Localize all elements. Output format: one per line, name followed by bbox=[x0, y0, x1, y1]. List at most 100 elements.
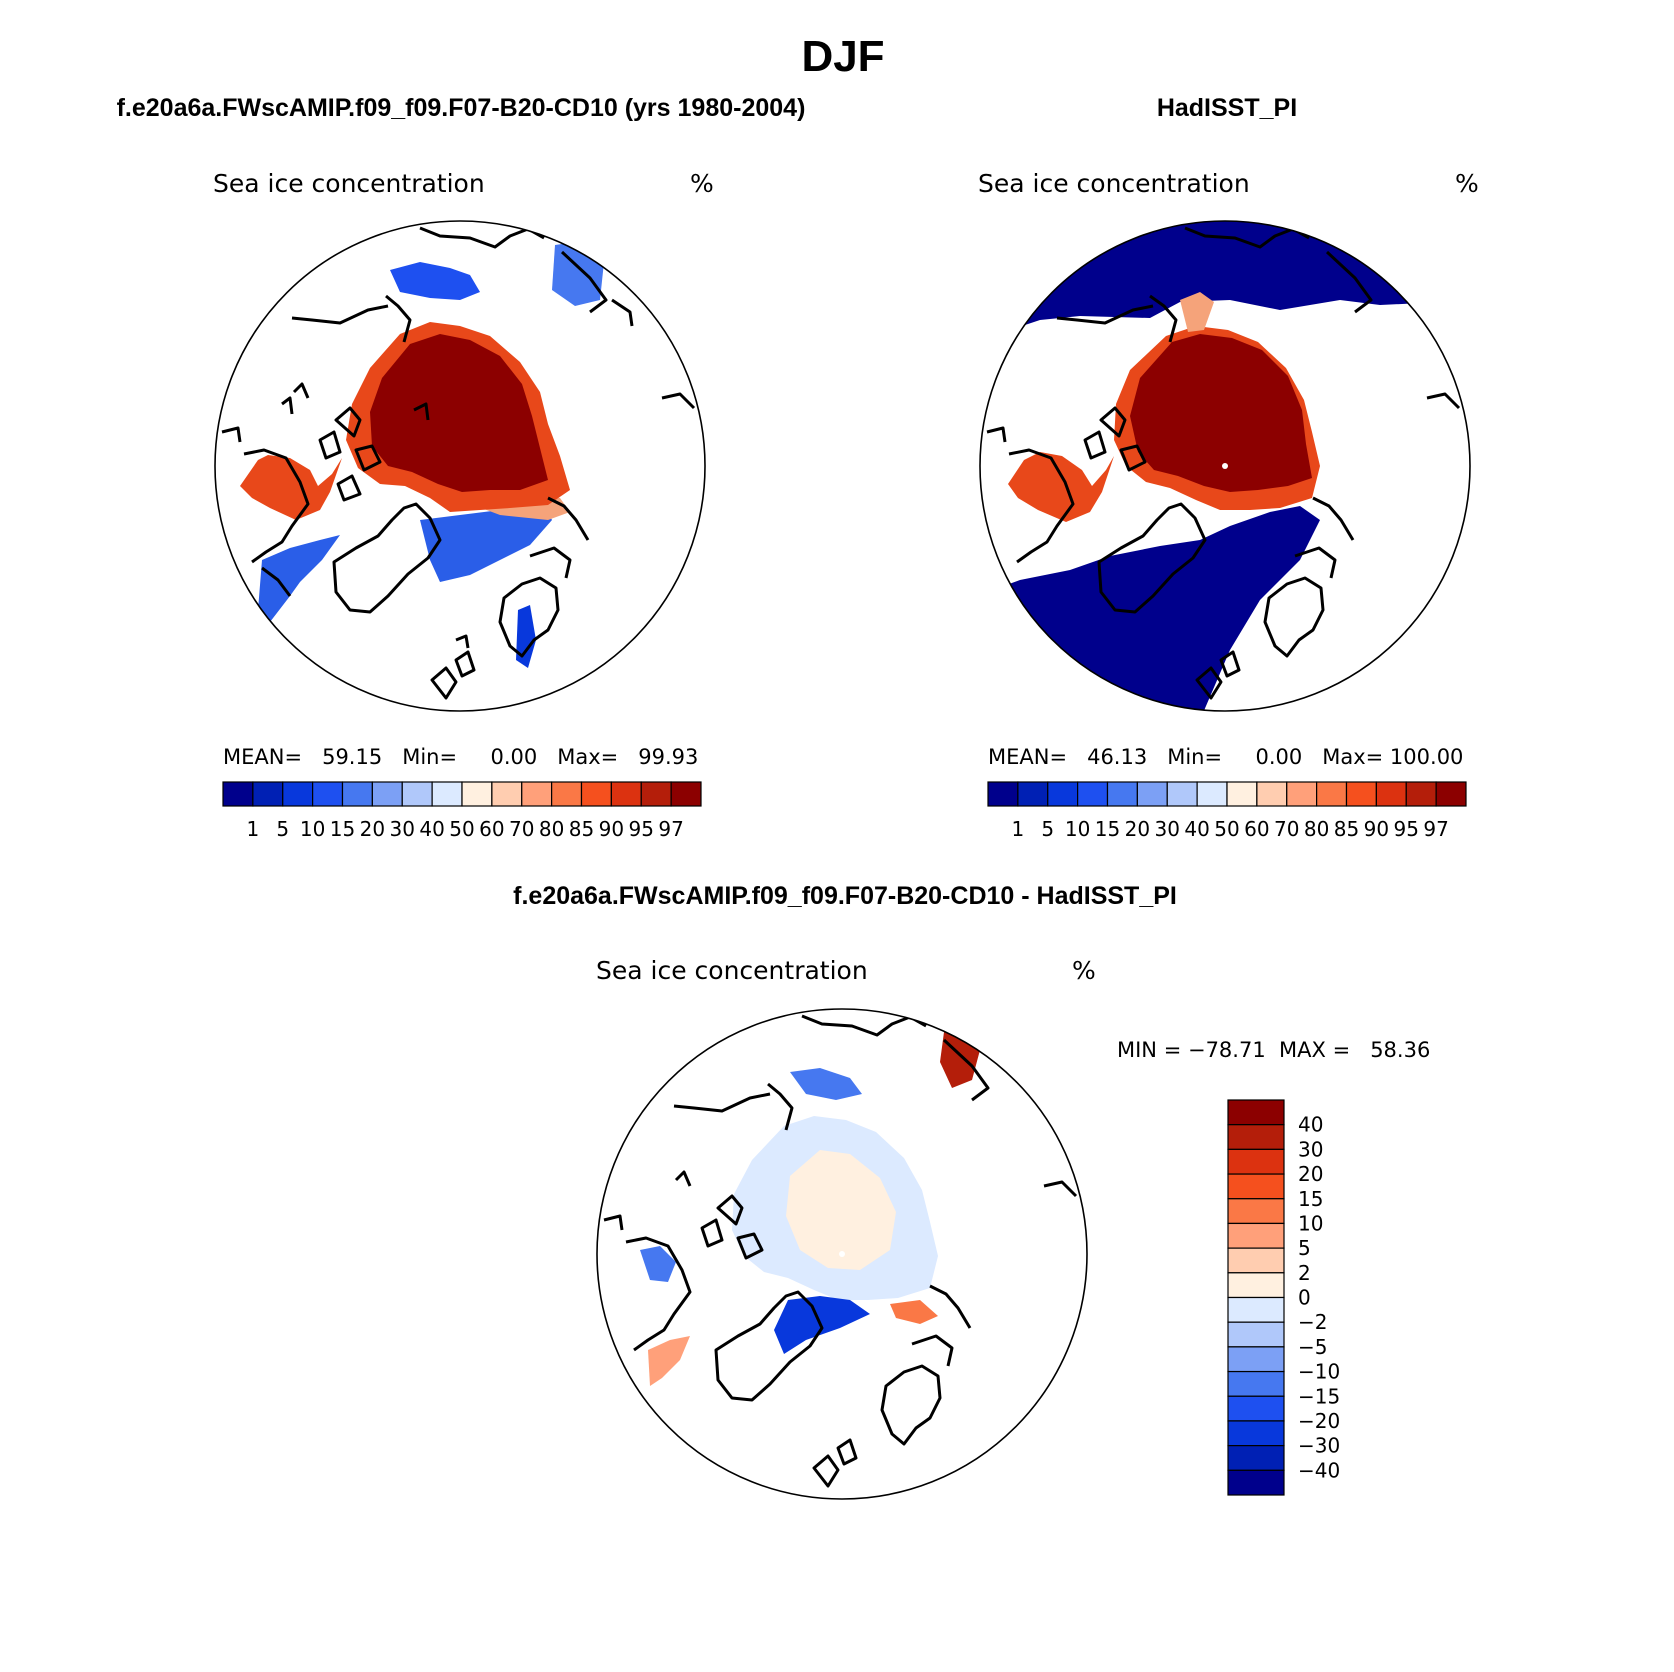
panel-b-colorbar-label: 85 bbox=[1334, 817, 1359, 841]
panel-b-colorbar-box bbox=[1136, 781, 1168, 807]
panel-c-colorbar-label: −15 bbox=[1298, 1384, 1340, 1408]
panel-c-colorbar-box bbox=[1227, 1222, 1285, 1249]
panel-b-colorbar-box bbox=[1405, 781, 1437, 807]
panel-c-colorbar-label: 10 bbox=[1298, 1211, 1323, 1235]
panel-a-colorbar-box bbox=[521, 781, 553, 807]
panel-a-colorbar-box bbox=[282, 781, 314, 807]
panel-a-colorbar-label: 15 bbox=[330, 817, 355, 841]
panel-c-colorbar-box bbox=[1227, 1148, 1285, 1175]
panel-b-map-boundary bbox=[979, 220, 1471, 712]
panel-b-colorbar-box bbox=[987, 781, 1019, 807]
panel-c-colorbar-label: −5 bbox=[1298, 1335, 1327, 1359]
panel-a-colorbar-box bbox=[491, 781, 523, 807]
panel-a-baltic-ice bbox=[516, 605, 536, 668]
panel-c-colorbar-box bbox=[1227, 1124, 1285, 1150]
panel-c-polar-map bbox=[596, 1008, 1088, 1500]
panel-a-colorbar-label: 97 bbox=[658, 817, 683, 841]
panel-c-central-positive bbox=[786, 1150, 896, 1270]
panel-c-colorbar-label: −40 bbox=[1298, 1458, 1340, 1482]
panel-b-colorbar-label: 5 bbox=[1041, 817, 1054, 841]
panel-b-colorbar-box bbox=[1017, 781, 1049, 807]
panel-a-colorbar-label: 60 bbox=[479, 817, 504, 841]
panel-c-colorbar-box bbox=[1227, 1420, 1285, 1447]
panel-b-colorbar-label: 40 bbox=[1184, 817, 1209, 841]
panel-b-variable: Sea ice concentration bbox=[978, 169, 1250, 198]
panel-b-colorbar-label: 50 bbox=[1214, 817, 1239, 841]
panel-b-units: % bbox=[1455, 169, 1479, 198]
panel-c-barents-positive bbox=[890, 1300, 938, 1324]
panel-c-colorbar-label: 30 bbox=[1298, 1137, 1323, 1161]
panel-a-colorbar-box bbox=[222, 781, 254, 807]
panel-a-colorbar-box bbox=[341, 781, 373, 807]
panel-b-header: HadISST_PI bbox=[1157, 94, 1297, 122]
panel-b-pack-core bbox=[1130, 334, 1312, 492]
panel-a-colorbar-label: 40 bbox=[419, 817, 444, 841]
panel-b-colorbar-label: 30 bbox=[1155, 817, 1180, 841]
panel-b-colorbar-label: 60 bbox=[1244, 817, 1269, 841]
panel-b-colorbar-label: 20 bbox=[1125, 817, 1150, 841]
panel-b-stats: MEAN= 46.13 Min= 0.00 Max= 100.00 bbox=[988, 745, 1463, 769]
panel-a-stats: MEAN= 59.15 Min= 0.00 Max= 99.93 bbox=[223, 745, 698, 769]
panel-c-colorbar-label: −20 bbox=[1298, 1409, 1340, 1433]
panel-a-colorbar-box bbox=[431, 781, 463, 807]
panel-a-colorbar-label: 85 bbox=[569, 817, 594, 841]
panel-c-units: % bbox=[1072, 956, 1096, 985]
panel-a-colorbar-label: 1 bbox=[247, 817, 260, 841]
panel-c-baffin-negative bbox=[640, 1246, 676, 1282]
panel-c-colorbar-box bbox=[1227, 1370, 1285, 1397]
panel-c-colorbar-box bbox=[1227, 1247, 1285, 1274]
panel-b-colorbar-box bbox=[1316, 781, 1348, 807]
panel-c-colorbar-label: 15 bbox=[1298, 1187, 1323, 1211]
panel-c-colorbar-box bbox=[1227, 1469, 1285, 1496]
panel-a-map-boundary bbox=[214, 220, 706, 712]
panel-a-labrador-ice bbox=[258, 535, 340, 622]
panel-a-baffin-ice bbox=[240, 455, 342, 520]
panel-b-colorbar-box bbox=[1286, 781, 1318, 807]
panel-b-colorbar-label: 95 bbox=[1394, 817, 1419, 841]
panel-a-pack-core bbox=[370, 334, 548, 492]
panel-c-colorbar-box bbox=[1227, 1198, 1285, 1225]
figure-title: DJF bbox=[801, 32, 884, 81]
panel-a-colorbar: 1 5 10 15 20 30 40 50 60 70 80 85 90 95 97 bbox=[222, 781, 702, 841]
panel-c-colorbar-label: 40 bbox=[1298, 1113, 1323, 1137]
panel-b-colorbar-box bbox=[1345, 781, 1377, 807]
panel-c-colorbar-box bbox=[1227, 1272, 1285, 1299]
panel-a-colorbar-box bbox=[640, 781, 672, 807]
panel-c-map-boundary bbox=[596, 1008, 1088, 1500]
panel-a-colorbar-label: 80 bbox=[539, 817, 564, 841]
panel-a-colorbar-label: 70 bbox=[509, 817, 534, 841]
panel-a-colorbar-box bbox=[670, 781, 702, 807]
panel-c-header: f.e20a6a.FWscAMIP.f09_f09.F07-B20-CD10 -… bbox=[513, 882, 1177, 910]
panel-b-colorbar-box bbox=[1375, 781, 1407, 807]
panel-a-colorbar-label: 20 bbox=[360, 817, 385, 841]
panel-a-colorbar-box bbox=[610, 781, 642, 807]
panel-c-stats: MIN = −78.71 MAX = 58.36 bbox=[1117, 1038, 1430, 1062]
panel-a-colorbar-box bbox=[551, 781, 583, 807]
panel-a-colorbar-label: 10 bbox=[300, 817, 325, 841]
panel-a-colorbar-box bbox=[401, 781, 433, 807]
panel-a-colorbar-box bbox=[312, 781, 344, 807]
panel-a-header: f.e20a6a.FWscAMIP.f09_f09.F07-B20-CD10 (… bbox=[117, 94, 806, 122]
panel-c-colorbar-box bbox=[1227, 1321, 1285, 1348]
panel-c-variable: Sea ice concentration bbox=[596, 956, 868, 985]
panel-c-labrador-positive bbox=[648, 1336, 690, 1386]
panel-c-colorbar-label: −2 bbox=[1298, 1310, 1327, 1334]
panel-b-colorbar-box bbox=[1166, 781, 1198, 807]
panel-a-colorbar-box bbox=[461, 781, 493, 807]
panel-a-colorbar-box bbox=[580, 781, 612, 807]
panel-b-colorbar-label: 90 bbox=[1364, 817, 1389, 841]
panel-b-colorbar-box bbox=[1106, 781, 1138, 807]
panel-b-colorbar-box bbox=[1047, 781, 1079, 807]
panel-c-colorbar-label: −30 bbox=[1298, 1434, 1340, 1458]
panel-b-colorbar-box bbox=[1256, 781, 1288, 807]
panel-a-greenland-sea-ice bbox=[420, 506, 552, 582]
panel-a-colorbar-label: 95 bbox=[629, 817, 654, 841]
panel-b-colorbar-box bbox=[1196, 781, 1228, 807]
panel-c-colorbar-box bbox=[1227, 1099, 1285, 1126]
panel-c-colorbar-box bbox=[1227, 1395, 1285, 1422]
panel-c-colorbar-label: 2 bbox=[1298, 1261, 1311, 1285]
panel-a-polar-map bbox=[214, 220, 706, 712]
panel-b-colorbar-box bbox=[1435, 781, 1467, 807]
panel-c-colorbar-box bbox=[1227, 1346, 1285, 1373]
